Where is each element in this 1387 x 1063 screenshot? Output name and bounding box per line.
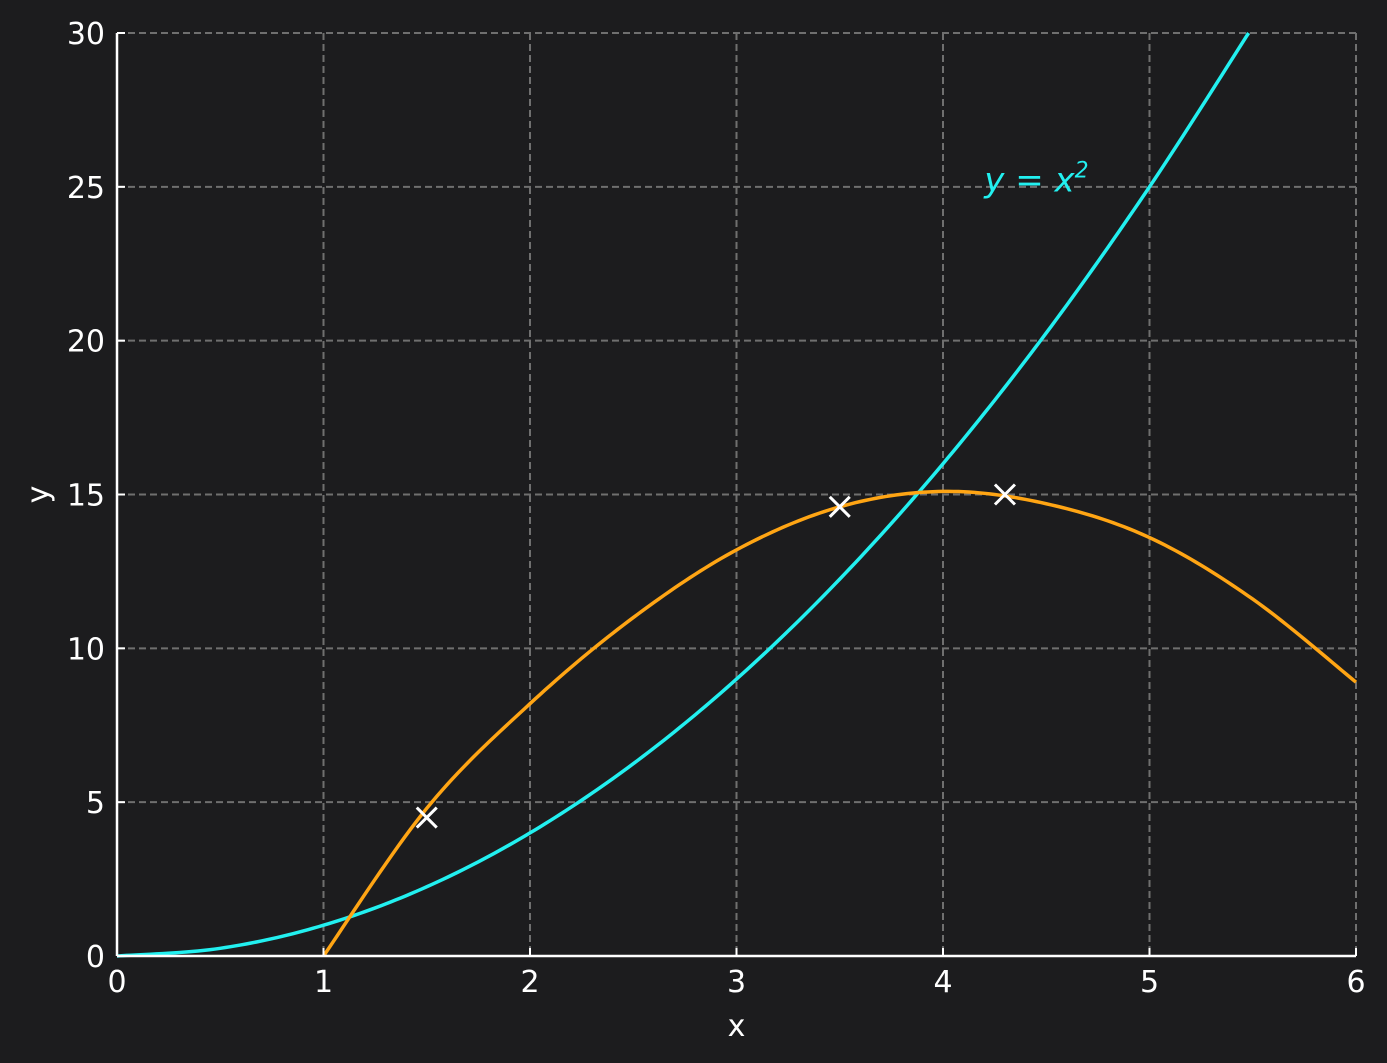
data-point-marker: [415, 806, 438, 829]
x-tick-label: 4: [933, 965, 952, 1000]
tick-labels: 0 1 2 3 4 5 6 0 5 10 15 20 25 30: [67, 17, 1366, 1000]
y-tick-label: 5: [86, 786, 105, 821]
y-tick-label: 10: [67, 632, 105, 667]
x-tick-label: 3: [727, 965, 746, 1000]
y-axis-label: y: [21, 486, 56, 504]
x-tick-label: 6: [1346, 965, 1365, 1000]
marker-group: [415, 483, 1017, 829]
x-tick-label: 2: [520, 965, 539, 1000]
x-tick-label: 5: [1140, 965, 1159, 1000]
series-line-0: [116, 32, 1251, 958]
x-tick-label: 0: [107, 965, 126, 1000]
y-tick-label: 15: [67, 479, 105, 514]
axes: [115, 32, 1357, 958]
x-axis-label: x: [728, 1009, 746, 1044]
y-tick-label: 0: [86, 940, 105, 975]
y-tick-label: 20: [67, 325, 105, 360]
x-tick-label: 1: [314, 965, 333, 1000]
series-line-1: [322, 489, 1358, 957]
data-point-marker: [993, 483, 1017, 506]
data-point-marker: [828, 495, 851, 518]
y-tick-label: 25: [67, 171, 105, 206]
curve-annotation-y-equals-x-squared: y = x2: [983, 159, 1088, 201]
grid: [117, 32, 1357, 956]
y-tick-label: 30: [67, 17, 105, 52]
